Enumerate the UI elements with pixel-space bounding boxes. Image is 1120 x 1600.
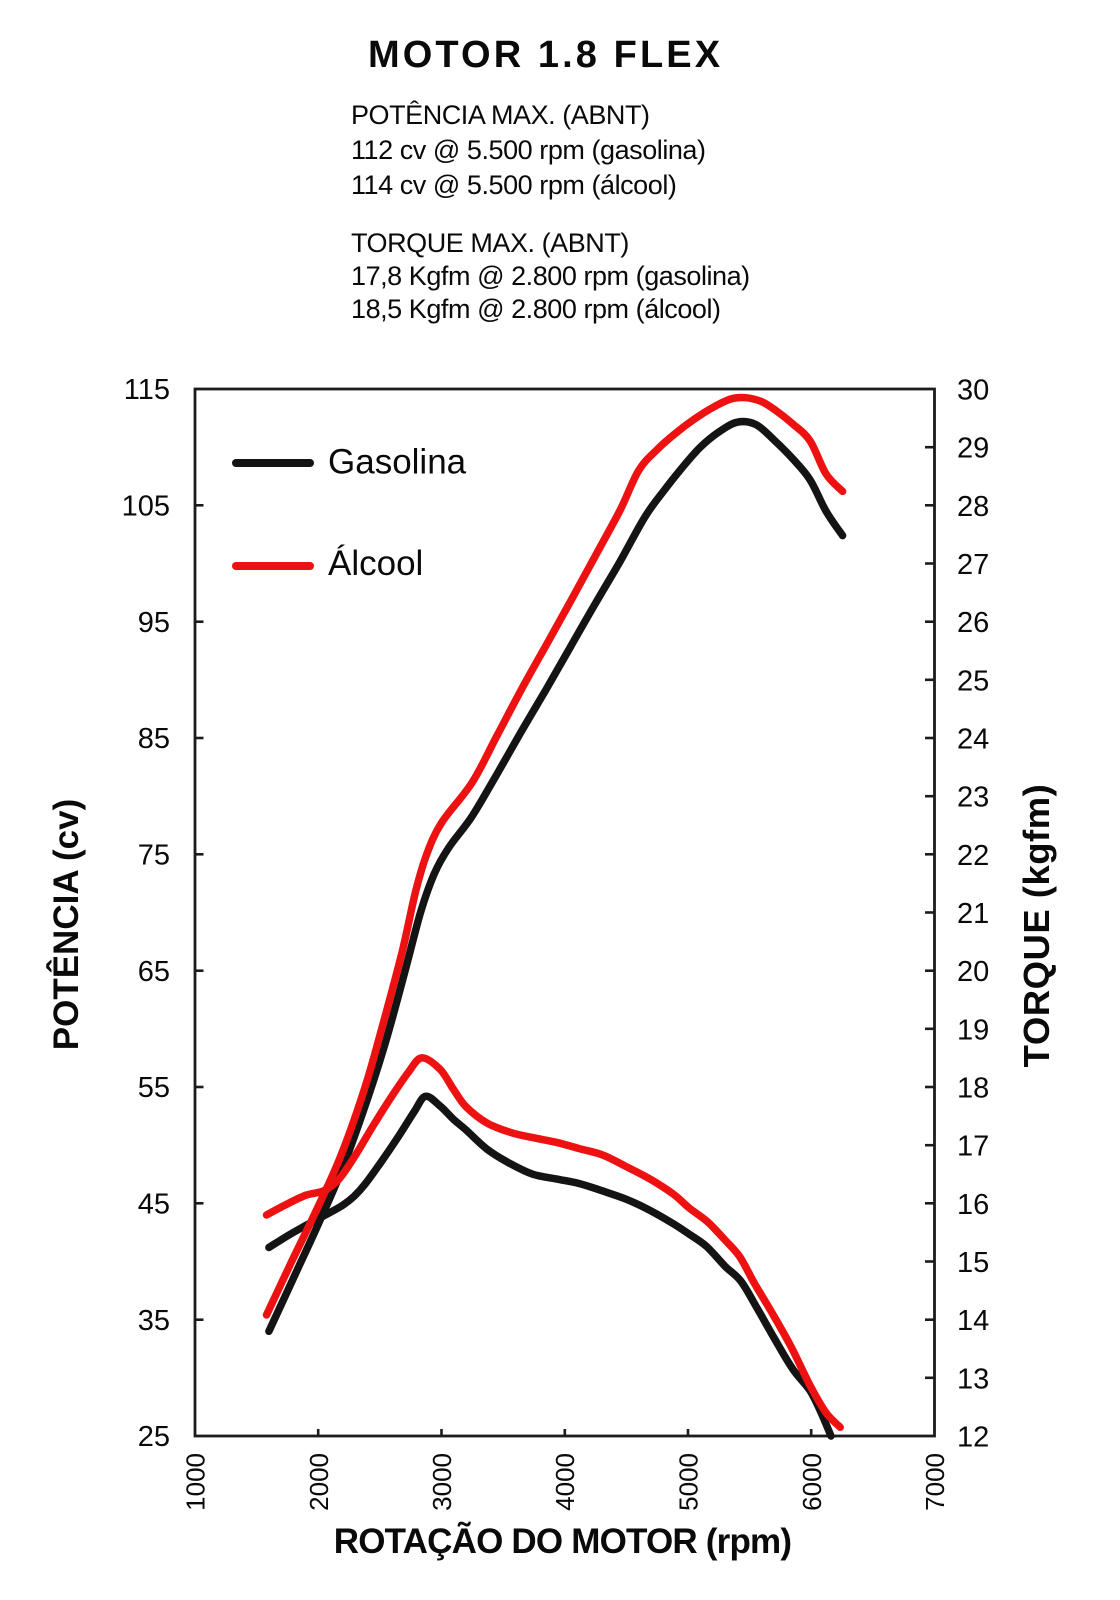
svg-text:1000: 1000: [181, 1453, 211, 1511]
svg-text:15: 15: [957, 1247, 989, 1279]
svg-text:85: 85: [138, 723, 170, 755]
svg-text:ROTAÇÃO DO MOTOR (rpm): ROTAÇÃO DO MOTOR (rpm): [334, 1522, 791, 1561]
svg-text:30: 30: [957, 375, 989, 407]
svg-text:Álcool: Álcool: [328, 544, 423, 583]
svg-text:7000: 7000: [920, 1453, 950, 1511]
svg-text:115: 115: [124, 374, 170, 406]
svg-text:23: 23: [957, 782, 989, 814]
svg-text:24: 24: [957, 724, 989, 756]
svg-text:3000: 3000: [427, 1453, 457, 1511]
svg-text:105: 105: [122, 491, 170, 523]
svg-text:6000: 6000: [797, 1453, 827, 1511]
svg-text:26: 26: [957, 607, 989, 639]
svg-text:5000: 5000: [674, 1453, 704, 1511]
svg-text:29: 29: [957, 433, 989, 465]
svg-text:55: 55: [138, 1072, 170, 1104]
svg-text:16: 16: [957, 1189, 989, 1221]
svg-text:18: 18: [957, 1073, 989, 1105]
svg-text:12: 12: [957, 1422, 989, 1454]
svg-text:4000: 4000: [550, 1453, 580, 1511]
svg-text:25: 25: [957, 665, 989, 697]
svg-text:2000: 2000: [304, 1453, 334, 1511]
svg-text:75: 75: [138, 840, 170, 872]
svg-text:28: 28: [957, 491, 989, 523]
svg-text:19: 19: [957, 1014, 989, 1046]
svg-text:POTÊNCIA (cv): POTÊNCIA (cv): [46, 799, 86, 1051]
svg-text:21: 21: [957, 898, 989, 930]
svg-text:22: 22: [957, 840, 989, 872]
svg-text:14: 14: [957, 1305, 989, 1337]
svg-text:95: 95: [138, 607, 170, 639]
svg-text:13: 13: [957, 1363, 989, 1395]
svg-text:65: 65: [138, 956, 170, 988]
svg-text:25: 25: [138, 1421, 170, 1453]
svg-text:45: 45: [138, 1189, 170, 1221]
svg-text:17: 17: [957, 1131, 989, 1163]
svg-text:Gasolina: Gasolina: [328, 443, 467, 482]
svg-text:35: 35: [138, 1305, 170, 1337]
svg-text:TORQUE (kgfm): TORQUE (kgfm): [1016, 784, 1057, 1068]
svg-text:27: 27: [957, 549, 989, 581]
svg-text:20: 20: [957, 956, 989, 988]
